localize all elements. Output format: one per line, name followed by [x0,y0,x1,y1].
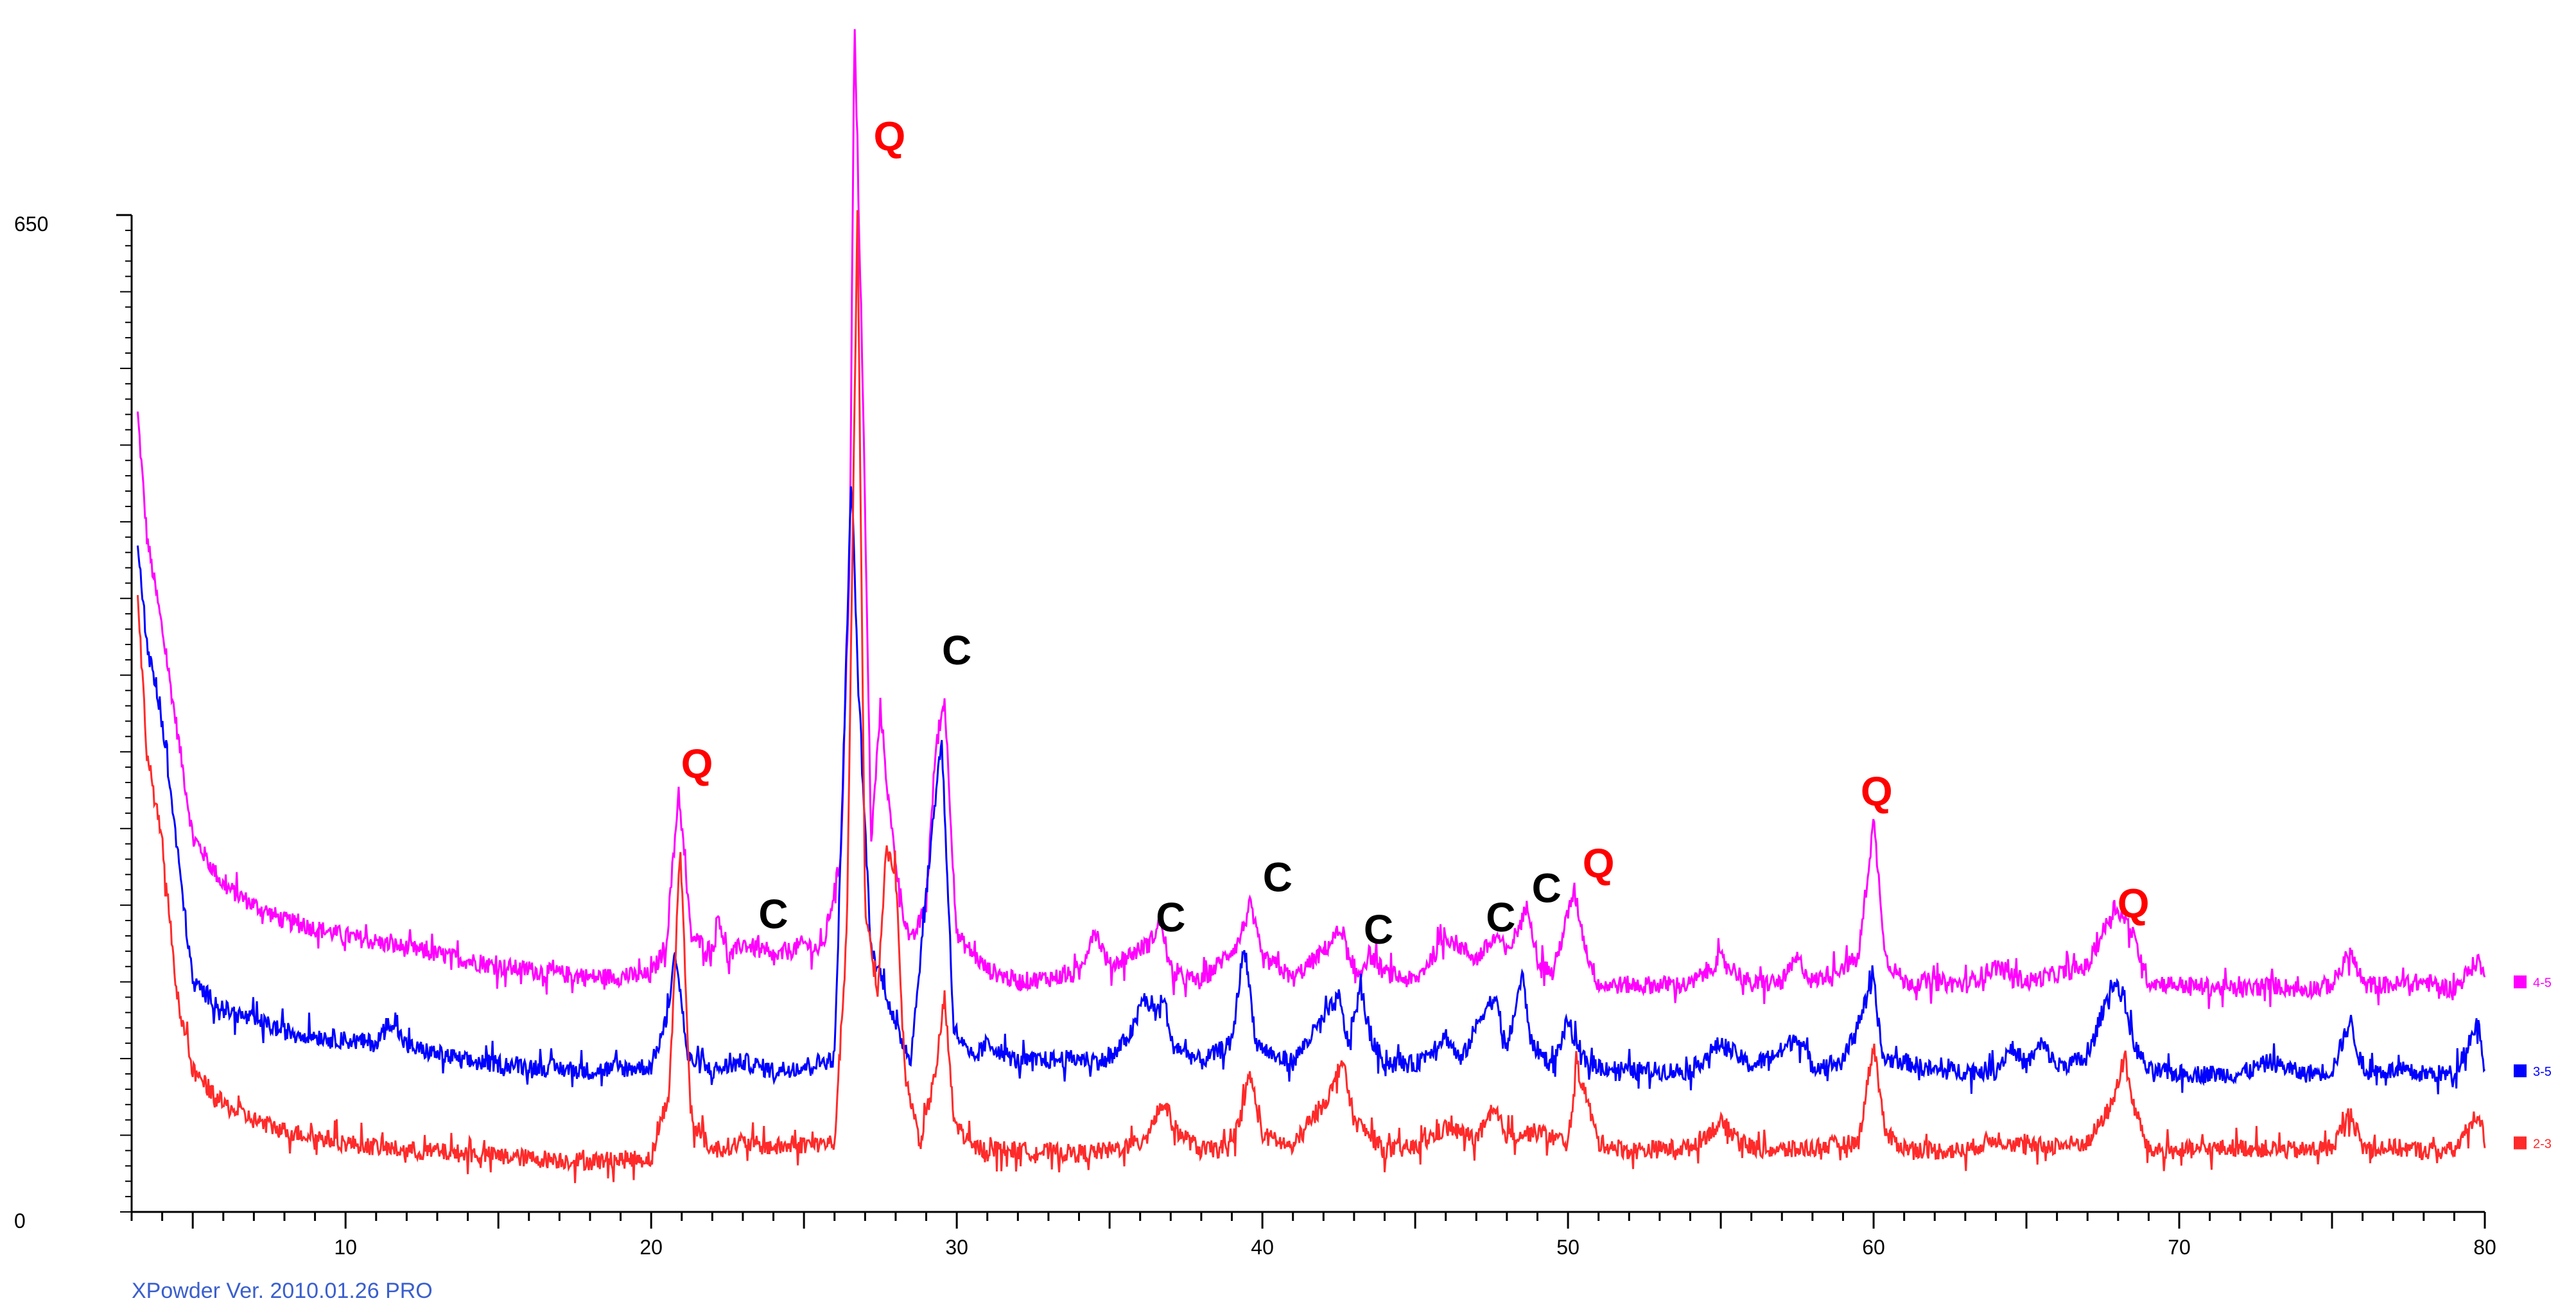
x-tick-label: 70 [2168,1236,2191,1259]
peak-label-c: C [1486,894,1515,940]
peak-label-q: Q [681,741,713,787]
footer-version-text: XPowder Ver. 2010.01.26 PRO [132,1279,433,1303]
peak-label-c: C [1364,906,1393,953]
peak-label-c: C [1532,865,1562,911]
peak-label-c: C [942,627,971,673]
legend-label-4-5: 4-5 [2533,976,2552,990]
legend-label-3-5: 3-5 [2533,1065,2552,1079]
peak-label-q: Q [1861,768,1893,815]
x-tick-label: 60 [1862,1236,1885,1259]
series-line-2-3 [137,210,2486,1184]
peak-label-c: C [758,891,788,937]
x-tick-label: 40 [1251,1236,1274,1259]
peak-label-q: Q [874,114,906,160]
y-tick-label: 650 [14,212,48,236]
series-layer [137,29,2486,1184]
legend: 4-5 3-5 2-3 [2514,975,2552,1151]
peak-label-c: C [1263,854,1292,901]
x-tick-label: 10 [334,1236,357,1259]
legend-swatch-2-3 [2514,1136,2527,1150]
legend-swatch-3-5 [2514,1064,2527,1078]
axes: 10 20 30 40 50 60 70 80 0 650 [14,212,2496,1259]
x-tick-label: 80 [2473,1236,2496,1259]
legend-swatch-4-5 [2514,975,2527,989]
series-line-3-5 [137,486,2486,1094]
y-tick-label: 0 [14,1209,26,1232]
x-tick-label: 50 [1556,1236,1580,1259]
series-line-4-5 [137,29,2486,1009]
peak-label-c: C [1156,894,1185,940]
legend-label-2-3: 2-3 [2533,1137,2552,1151]
peak-label-q: Q [1583,840,1615,886]
x-tick-label: 30 [945,1236,968,1259]
peak-label-q: Q [2118,880,2150,926]
x-tick-label: 20 [640,1236,663,1259]
